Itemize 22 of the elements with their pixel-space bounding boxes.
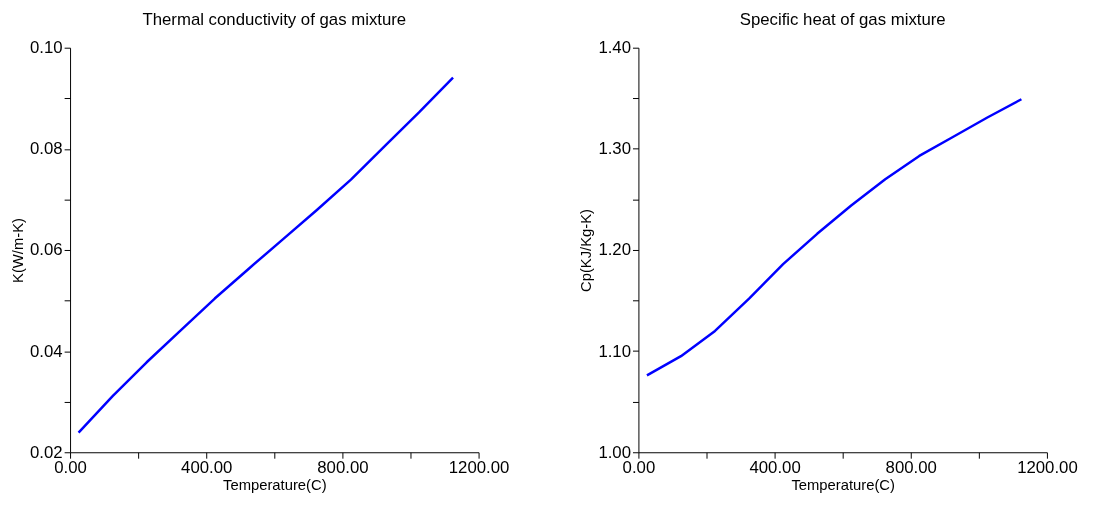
- x-tick-label: 400.00: [181, 458, 233, 478]
- x-axis-title: Temperature(C): [791, 477, 896, 494]
- chart-title: Thermal conductivity of gas mixture: [142, 10, 407, 30]
- line-series: [645, 98, 1023, 377]
- y-tick-label: 0.06: [30, 240, 63, 260]
- x-axis-title: Temperature(C): [223, 477, 327, 494]
- x-tick-label: 400.00: [749, 458, 801, 478]
- y-tick-label: 0.08: [30, 139, 63, 159]
- y-tick-label: 0.10: [30, 38, 63, 58]
- y-tick-label: 1.10: [598, 341, 632, 361]
- x-tick-label: 1200.00: [1017, 458, 1078, 478]
- chart-title: Specific heat of gas mixture: [739, 10, 946, 30]
- y-tick-label: 1.40: [598, 38, 632, 58]
- x-tick-label: 1200.00: [448, 458, 510, 478]
- x-tick-label: 800.00: [317, 458, 369, 478]
- y-axis-title: Cp(KJ/Kg-K): [578, 208, 595, 292]
- line-series: [77, 76, 455, 434]
- y-tick-label: 0.04: [30, 341, 63, 361]
- y-axis-title: K(W/m-K): [10, 217, 27, 283]
- y-tick-label: 1.20: [598, 240, 632, 260]
- y-tick-label: 1.30: [598, 139, 632, 159]
- x-tick-label: 800.00: [885, 458, 937, 478]
